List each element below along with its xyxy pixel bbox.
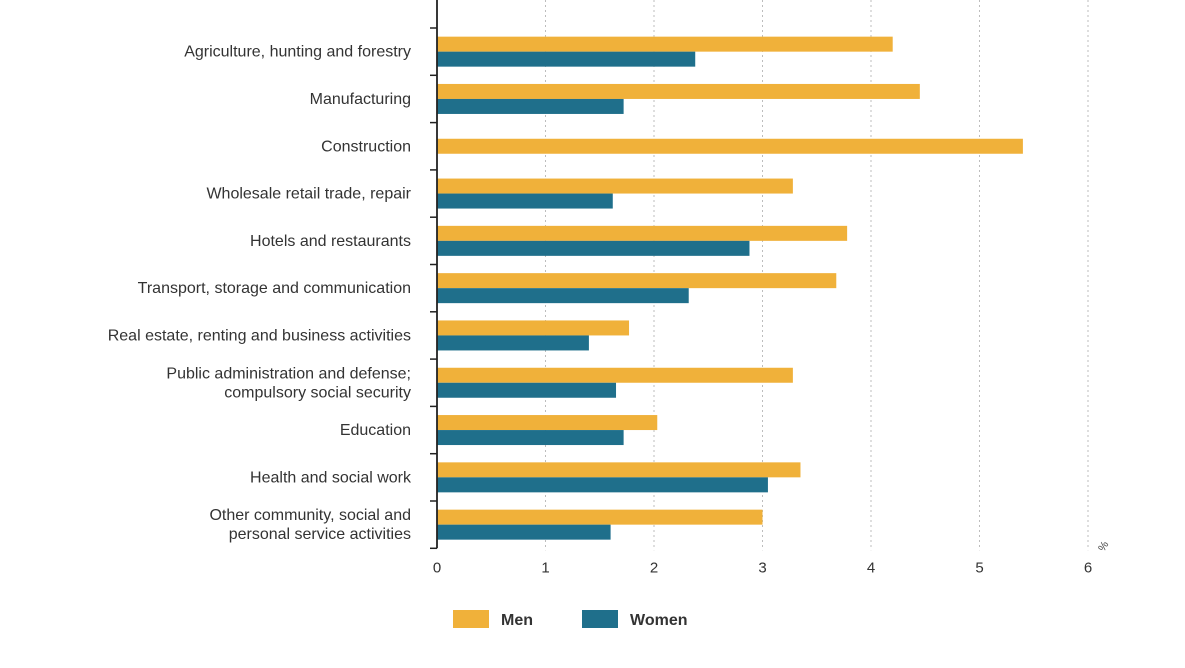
- category-label: Real estate, renting and business activi…: [108, 327, 411, 344]
- bar-men: [437, 367, 793, 383]
- category-label: Construction: [321, 138, 411, 155]
- x-tick-label: 4: [867, 559, 875, 576]
- category-label: Other community, social and: [209, 507, 411, 524]
- category-label: Hotels and restaurants: [250, 233, 411, 250]
- category-label: Transport, storage and communication: [138, 280, 411, 297]
- bar-men: [437, 178, 793, 194]
- category-label: Manufacturing: [310, 91, 411, 108]
- bar-women: [437, 382, 617, 398]
- x-tick-label: 5: [975, 559, 983, 576]
- bar-men: [437, 83, 920, 99]
- category-label: Education: [340, 422, 411, 439]
- bar-men: [437, 509, 763, 525]
- x-tick-label: 0: [433, 559, 441, 576]
- bar-women: [437, 193, 613, 209]
- category-label: Public administration and defense;: [166, 365, 411, 382]
- x-tick-label: 6: [1084, 559, 1092, 576]
- bar-men: [437, 273, 837, 289]
- bar-women: [437, 98, 624, 114]
- legend-swatch-women: [582, 610, 618, 628]
- category-label: Health and social work: [250, 469, 412, 486]
- bar-men: [437, 462, 801, 478]
- bar-men: [437, 138, 1023, 154]
- x-tick-label: 3: [758, 559, 766, 576]
- category-label: compulsory social security: [224, 384, 411, 401]
- bar-men: [437, 225, 848, 241]
- x-tick-label: 1: [541, 559, 549, 576]
- bar-women: [437, 335, 589, 351]
- legend: Men Women: [453, 610, 687, 629]
- category-label: Wholesale retail trade, repair: [206, 186, 411, 203]
- bar-women: [437, 477, 768, 493]
- bar-men: [437, 320, 630, 336]
- bar-women: [437, 240, 750, 256]
- x-tick-label: 2: [650, 559, 658, 576]
- bars: [437, 36, 1023, 540]
- category-label: personal service activities: [229, 526, 411, 543]
- legend-label-women: Women: [630, 612, 687, 629]
- unit-label: %: [1096, 539, 1111, 554]
- category-labels: Agriculture, hunting and forestry Manufac…: [108, 44, 412, 544]
- bar-women: [437, 524, 611, 540]
- category-label: Agriculture, hunting and forestry: [184, 44, 411, 61]
- legend-swatch-men: [453, 610, 489, 628]
- bar-men: [437, 415, 658, 431]
- bar-women: [437, 51, 696, 67]
- bar-women: [437, 288, 689, 304]
- axis: [430, 0, 438, 550]
- bar-women: [437, 430, 624, 446]
- tick-labels: 0 1 2 3 4 5 6: [433, 559, 1092, 576]
- bar-men: [437, 36, 893, 52]
- legend-label-men: Men: [501, 612, 533, 629]
